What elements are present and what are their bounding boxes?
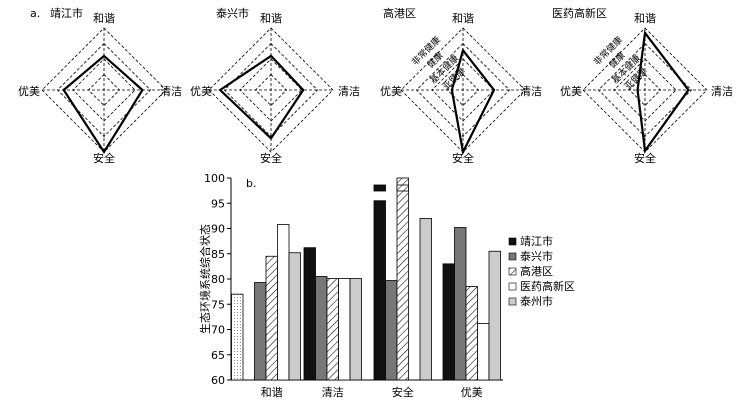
- x-axis-labels: 和谐 清洁 安全 优美: [261, 385, 483, 399]
- radar-grid: [208, 27, 334, 153]
- bar: [277, 224, 290, 381]
- legend-swatch: [508, 267, 517, 276]
- axis-label-bottom: 安全: [452, 151, 474, 165]
- bars: [231, 177, 501, 381]
- legend-swatch: [508, 252, 517, 261]
- panel-label-a: a.: [30, 7, 40, 20]
- level-labels: 非常健康 健康 基本健康 亚健康: [409, 34, 467, 92]
- radar-title: 靖江市: [50, 6, 83, 20]
- radar-chart-jingjiang: 靖江市 和谐 清洁 安全 优美: [18, 6, 182, 165]
- legend-label: 高港区: [520, 264, 553, 278]
- bar: [231, 293, 244, 381]
- bar-overflow-marker: [373, 184, 386, 192]
- legend-label: 泰州市: [520, 294, 553, 308]
- y-tick-label: 60: [211, 374, 225, 387]
- radar-title: 泰兴市: [216, 6, 249, 20]
- radar-grid: [41, 27, 167, 153]
- legend-label: 医药高新区: [520, 279, 575, 293]
- x-tick-label: 清洁: [322, 386, 344, 399]
- axis-label-top: 和谐: [260, 11, 282, 25]
- radar-polygon: [218, 54, 305, 141]
- legend-label: 靖江市: [520, 234, 553, 248]
- axis-label-top: 和谐: [634, 11, 656, 25]
- bar: [288, 252, 301, 381]
- radar-panel: a. 靖江市 和谐 清洁 安全 优美 泰兴市 和谐 清洁 安全 优美 高港区 和…: [18, 6, 733, 165]
- bar: [465, 286, 478, 381]
- y-tick-label: 90: [211, 223, 225, 236]
- axis-label-right: 清洁: [160, 85, 182, 98]
- bar: [385, 280, 398, 381]
- axis-label-right: 清洁: [711, 85, 733, 98]
- axis-label-left: 优美: [18, 85, 40, 98]
- axis-label-top: 和谐: [93, 11, 115, 25]
- legend-swatch: [508, 282, 517, 291]
- axis-label-right: 清洁: [338, 85, 360, 98]
- y-tick-label: 65: [211, 349, 225, 362]
- legend-label: 泰兴市: [520, 249, 553, 263]
- panel-label-b: b.: [246, 177, 256, 190]
- radar-level-ring: [56, 42, 152, 138]
- y-axis: 60 65 70 75 80 85 90 95 100: [204, 172, 231, 387]
- radar-title: 高港区: [383, 6, 416, 20]
- bar: [254, 282, 267, 381]
- bar: [442, 263, 455, 381]
- y-tick-label: 85: [211, 248, 225, 261]
- x-tick-label: 安全: [392, 385, 414, 399]
- y-tick-label: 80: [211, 273, 225, 286]
- x-tick-label: 和谐: [261, 385, 283, 399]
- radar-grid: [400, 27, 526, 153]
- radar-polygon: [450, 47, 496, 156]
- bar: [303, 247, 316, 381]
- bar: [454, 227, 467, 381]
- axis-label-left: 优美: [380, 85, 402, 98]
- bar: [326, 278, 339, 381]
- y-tick-label: 75: [211, 298, 225, 311]
- bar: [315, 276, 328, 381]
- radar-title: 医药高新区: [552, 6, 607, 20]
- radar-chart-yiyao: 医药高新区 和谐 清洁 安全 优美 非常健康 健康 基本健康 亚健康: [552, 6, 733, 165]
- axis-label-right: 清洁: [520, 85, 542, 98]
- x-tick-label: 优美: [461, 386, 483, 399]
- bar: [477, 323, 490, 381]
- axis-label-left: 优美: [190, 85, 212, 98]
- bar: [349, 278, 362, 381]
- radar-chart-taixing: 泰兴市 和谐 清洁 安全 优美: [190, 6, 360, 165]
- y-axis-label: 生态环境系统综合状态: [198, 224, 212, 334]
- legend-swatch: [508, 297, 517, 306]
- radar-polygon: [636, 30, 690, 154]
- radar-level-ring: [597, 42, 693, 138]
- bar: [419, 217, 432, 381]
- bar-chart-panel: b. 生态环境系统综合状态 60 65 70 75 80 85 90 95 100 和谐 清洁 安全…: [198, 172, 575, 399]
- axis-label-left: 优美: [560, 85, 582, 98]
- axis-label-bottom: 安全: [260, 151, 282, 165]
- y-tick-label: 95: [211, 197, 225, 210]
- bar: [373, 200, 386, 381]
- bar: [396, 177, 409, 381]
- radar-polygon: [62, 54, 144, 155]
- radar-level-ring: [415, 42, 511, 138]
- axis-label-bottom: 安全: [93, 151, 115, 165]
- legend-swatch: [508, 237, 517, 246]
- bar: [338, 278, 351, 381]
- radar-level-ring: [208, 27, 334, 153]
- axis-label-top: 和谐: [452, 11, 474, 25]
- radar-chart-gaogang: 高港区 和谐 清洁 安全 优美 非常健康 健康 基本健康 亚健康: [380, 6, 542, 165]
- y-tick-label: 100: [204, 172, 225, 185]
- bar: [265, 255, 278, 381]
- y-tick-label: 70: [211, 324, 225, 337]
- bar-overflow-marker: [396, 184, 409, 192]
- axis-label-bottom: 安全: [634, 151, 656, 165]
- bar: [488, 250, 501, 381]
